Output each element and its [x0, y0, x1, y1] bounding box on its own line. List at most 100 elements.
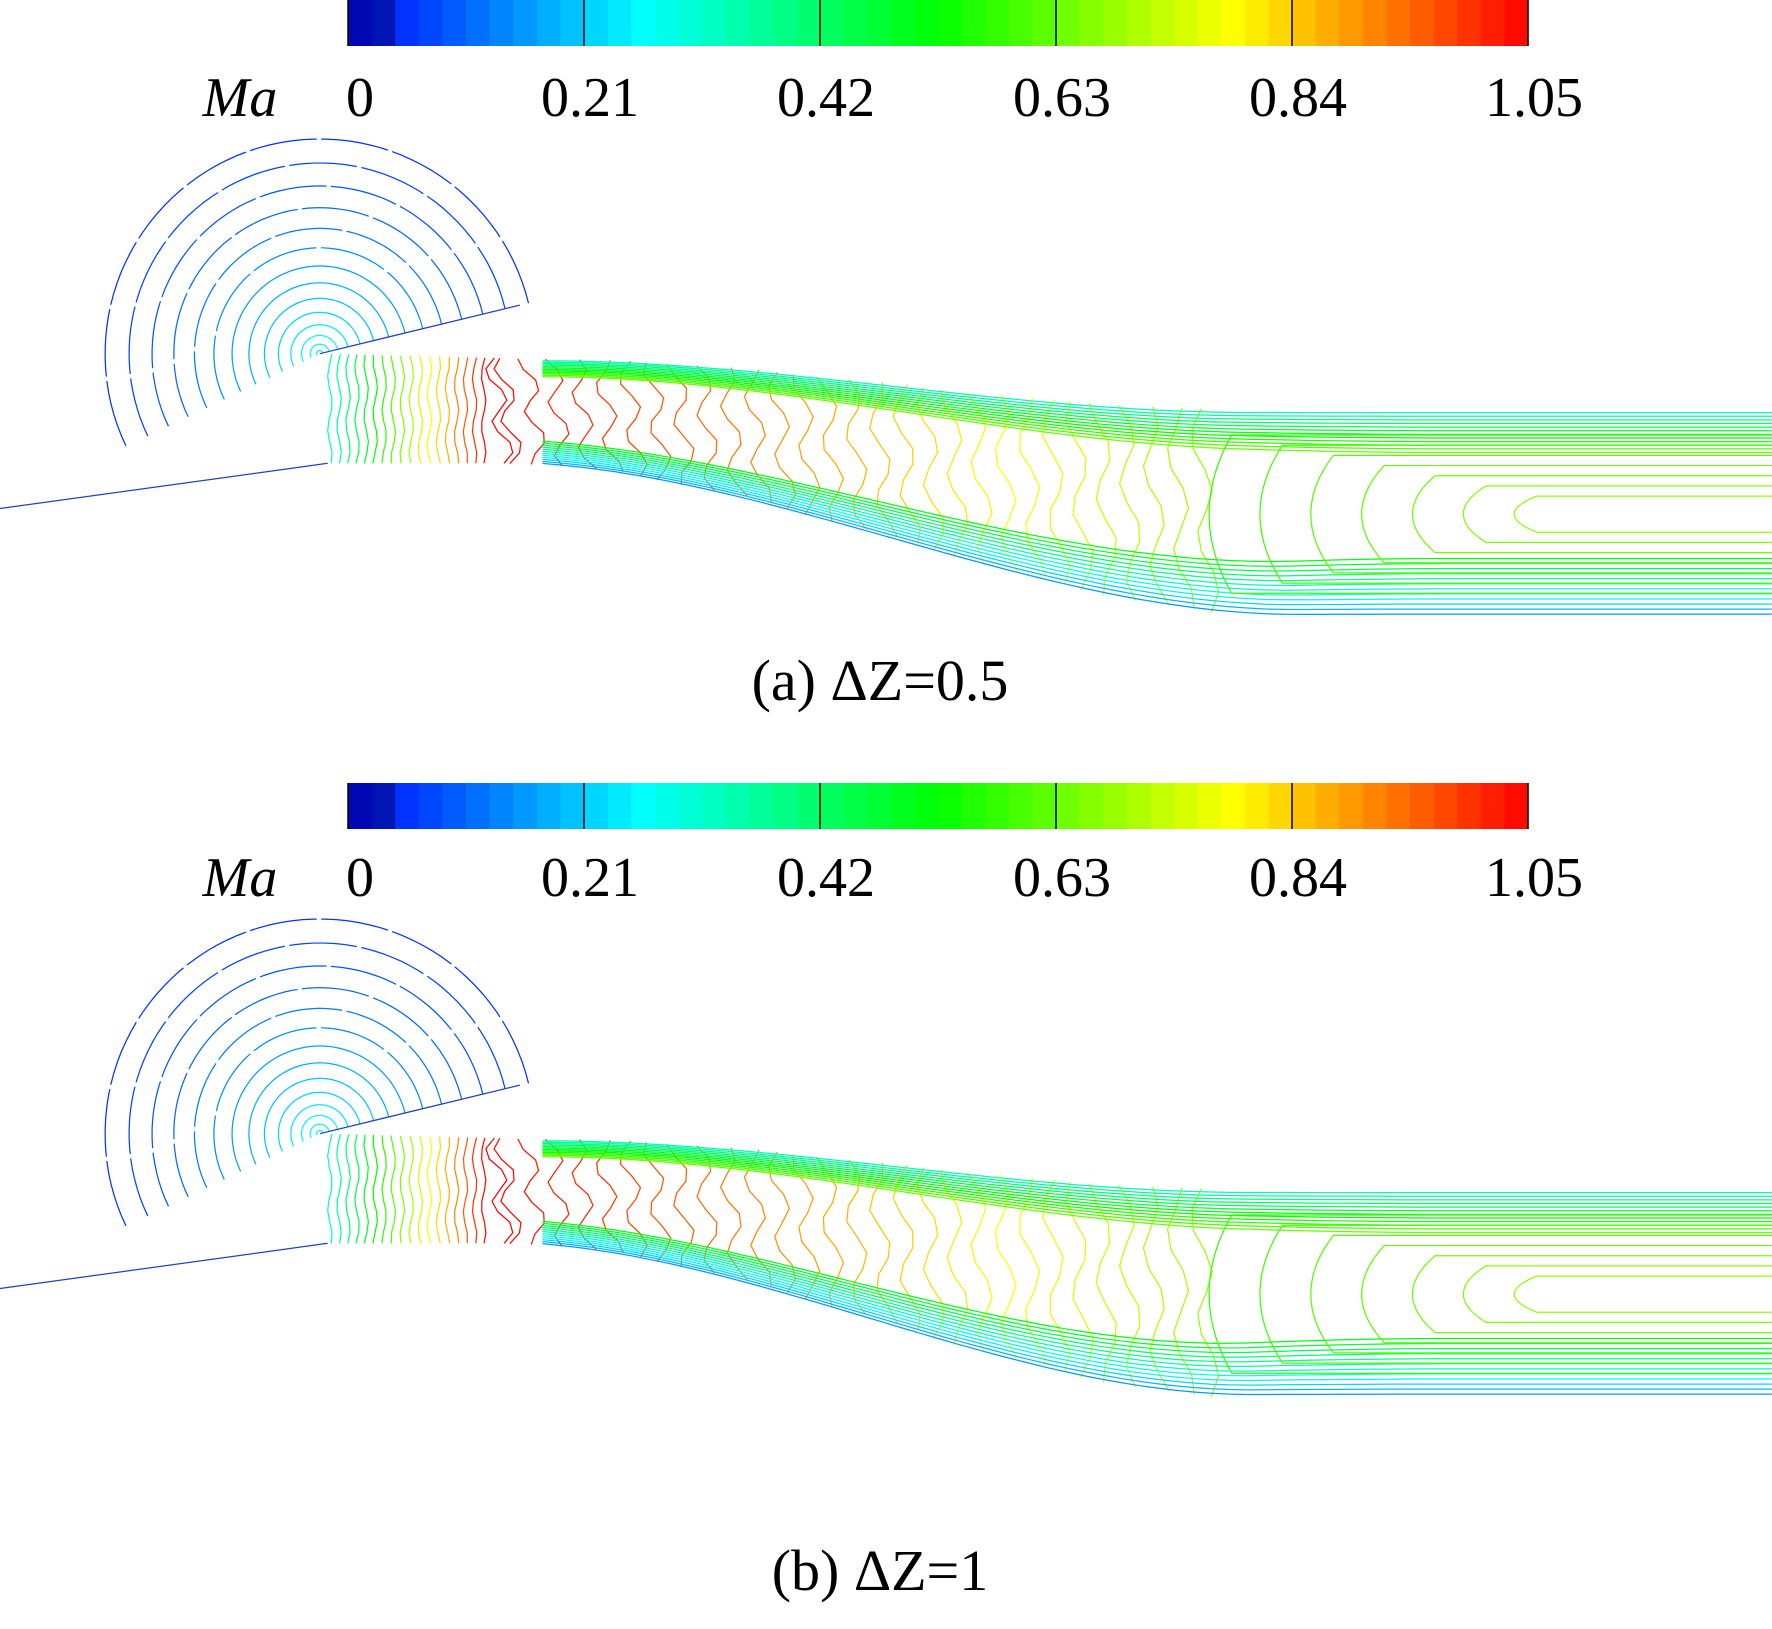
contour-line	[485, 357, 514, 464]
contour-line	[666, 1143, 695, 1268]
colorbar-band	[560, 0, 585, 46]
contour-line	[542, 364, 1772, 425]
contour-line	[309, 1123, 330, 1139]
contour-line	[1259, 1224, 1772, 1364]
contour-field	[0, 918, 1772, 1398]
colorbar-band	[1079, 783, 1104, 829]
colorbar-tick-label: 0.84	[1249, 67, 1347, 129]
contour-line	[542, 446, 1772, 577]
colorbar-band	[489, 0, 514, 46]
contour-line	[1412, 475, 1772, 554]
contour-line	[399, 355, 406, 464]
contour-line	[426, 1136, 433, 1244]
colorbar-band	[820, 783, 845, 829]
contour-line	[542, 454, 1772, 596]
colorbar-band	[1150, 783, 1175, 829]
contour-line	[542, 365, 1772, 428]
colorbar-band	[371, 783, 396, 829]
colorbar-band	[961, 783, 986, 829]
colorbar-band	[442, 783, 467, 829]
contour-line	[595, 360, 624, 473]
contour-line	[743, 1149, 772, 1287]
colorbar-band	[607, 783, 632, 829]
contour-line	[1513, 1275, 1772, 1313]
colorbar-band	[1197, 0, 1222, 46]
colorbar-band	[1480, 783, 1505, 829]
contour-line	[248, 1062, 390, 1165]
contour-line	[542, 371, 1772, 443]
contour-line	[390, 1135, 397, 1244]
caption: (a) ΔZ=0.5	[752, 648, 1009, 713]
contour-line	[542, 1230, 1772, 1367]
contour-line	[542, 458, 1772, 606]
contour-line	[128, 162, 506, 437]
contour-line	[327, 353, 333, 464]
colorbar-band	[1056, 0, 1081, 46]
contour-line	[542, 1228, 1772, 1363]
contour-line	[542, 1237, 1772, 1382]
colorbar-band	[749, 0, 774, 46]
colorbar-tick-label: 0.21	[541, 847, 639, 909]
colorbar-band	[654, 0, 679, 46]
boundary	[0, 1084, 520, 1290]
contour-line	[542, 1154, 1772, 1230]
colorbar-band	[584, 783, 609, 829]
colorbar-band	[560, 783, 585, 829]
contour-line	[1361, 464, 1772, 564]
contour-line	[277, 1091, 361, 1152]
contour-line	[426, 356, 433, 464]
contour-line	[444, 356, 451, 464]
contour-line	[542, 1141, 1772, 1197]
contour-line	[1259, 444, 1772, 584]
contour-line	[354, 354, 360, 464]
colorbar-label: Ma	[202, 847, 278, 909]
contour-line	[1412, 1255, 1772, 1334]
contour-line	[1462, 485, 1772, 544]
contour-line	[104, 918, 530, 1227]
colorbar-band	[466, 0, 491, 46]
colorbar-band	[678, 0, 703, 46]
contour-line	[363, 1134, 370, 1244]
colorbar-band	[1504, 0, 1529, 46]
contour-line	[453, 357, 460, 464]
contour-line	[542, 1150, 1772, 1219]
colorbar-band	[442, 0, 467, 46]
contour-line	[248, 282, 390, 385]
colorbar-band	[702, 783, 727, 829]
contour-line	[542, 1222, 1772, 1349]
contour-line	[719, 367, 748, 497]
contour-line	[542, 1145, 1772, 1208]
contour-line	[1310, 1234, 1772, 1354]
contour-line	[768, 371, 797, 509]
colorbar-band	[1362, 0, 1387, 46]
colorbar-band	[985, 0, 1010, 46]
contour-line	[363, 354, 370, 464]
colorbar-band	[961, 0, 986, 46]
contour-line	[336, 353, 342, 464]
colorbar-band	[938, 0, 963, 46]
contour-line	[316, 1129, 324, 1136]
colorbar-band	[796, 783, 821, 829]
contour-line	[277, 311, 361, 372]
contour-line	[542, 456, 1772, 601]
colorbar-band	[513, 0, 538, 46]
colorbar-band	[725, 0, 750, 46]
contour-line	[471, 1137, 478, 1244]
contour-line	[309, 343, 330, 359]
colorbar-band	[654, 783, 679, 829]
colorbar-band	[489, 783, 514, 829]
contour-line	[151, 965, 484, 1207]
colorbar-band	[1315, 0, 1340, 46]
contour-line	[542, 1140, 1772, 1194]
contour-line	[462, 357, 469, 464]
colorbar-band	[1386, 783, 1411, 829]
colorbar-band	[466, 783, 491, 829]
contour-line	[542, 376, 1772, 454]
colorbar-band	[1032, 0, 1057, 46]
contour-line	[354, 1134, 360, 1244]
colorbar-band	[513, 783, 538, 829]
contour-line	[485, 1137, 514, 1244]
colorbar-band	[1150, 0, 1175, 46]
colorbar-band	[1292, 0, 1317, 46]
